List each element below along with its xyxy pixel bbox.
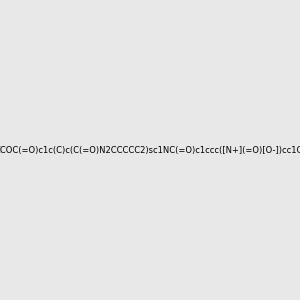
Text: CCOC(=O)c1c(C)c(C(=O)N2CCCCC2)sc1NC(=O)c1ccc([N+](=O)[O-])cc1Cl: CCOC(=O)c1c(C)c(C(=O)N2CCCCC2)sc1NC(=O)c…: [0, 146, 300, 154]
